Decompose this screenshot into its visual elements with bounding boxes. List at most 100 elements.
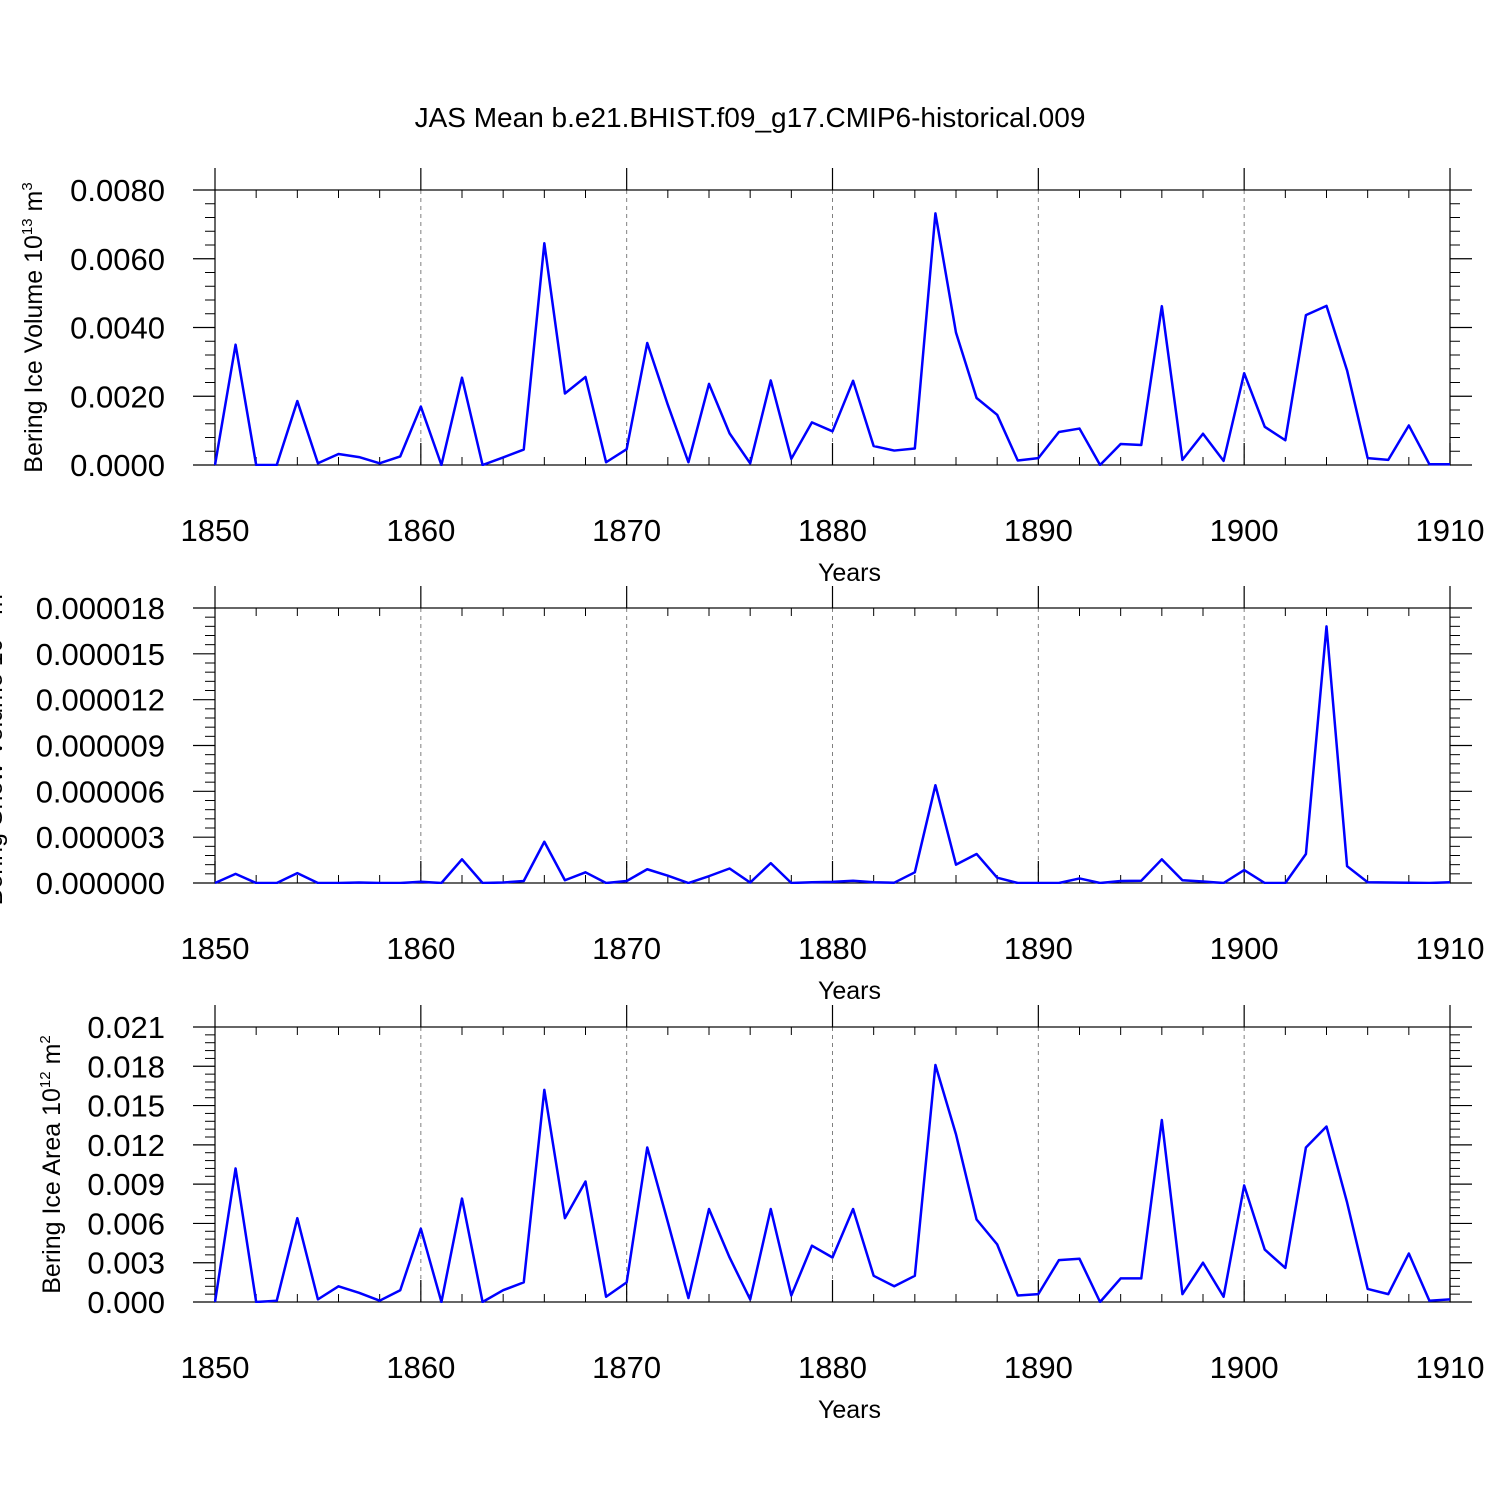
y-tick-label: 0.000 — [87, 1285, 165, 1320]
data-point — [831, 880, 835, 884]
data-point — [1386, 881, 1390, 885]
data-point — [748, 1297, 752, 1301]
data-point — [728, 1255, 732, 1259]
data-point — [686, 460, 690, 464]
data-point — [460, 857, 464, 861]
data-point — [275, 1299, 279, 1303]
data-point — [1242, 1183, 1246, 1187]
data-point — [913, 447, 917, 451]
data-point — [1448, 880, 1452, 884]
y-tick-label: 0.0060 — [70, 242, 165, 277]
data-point — [933, 783, 937, 787]
y-tick-label: 0.000018 — [36, 591, 165, 626]
data-point — [872, 1274, 876, 1278]
data-point — [439, 881, 443, 885]
data-point — [522, 879, 526, 883]
y-tick-label: 0.0080 — [70, 173, 165, 208]
data-point — [419, 1227, 423, 1231]
data-point — [707, 1207, 711, 1211]
x-tick-label: 1890 — [1004, 1350, 1073, 1385]
data-point — [1386, 458, 1390, 462]
y-tick-label: 0.021 — [87, 1010, 165, 1045]
data-point — [1325, 304, 1329, 308]
data-point — [1304, 313, 1308, 317]
data-point — [522, 1280, 526, 1284]
data-point — [810, 880, 814, 884]
x-tick-label: 1880 — [798, 1350, 867, 1385]
y-tick-label: 0.003 — [87, 1246, 165, 1281]
data-point — [1427, 881, 1431, 885]
data-point — [1304, 1145, 1308, 1149]
data-point — [707, 874, 711, 878]
data-point — [254, 881, 258, 885]
data-point — [1160, 304, 1164, 308]
data-point — [584, 375, 588, 379]
data-point — [398, 454, 402, 458]
data-point — [481, 463, 485, 467]
data-point — [337, 881, 341, 885]
data-point — [666, 403, 670, 407]
data-point — [398, 1288, 402, 1292]
x-tick-label: 1860 — [386, 1350, 455, 1385]
data-point — [625, 447, 629, 451]
x-axis-label: Years — [818, 977, 881, 1005]
series-line-snow-volume — [214, 625, 1451, 884]
data-point — [1057, 1258, 1061, 1262]
data-point — [295, 871, 299, 875]
data-point — [1222, 881, 1226, 885]
y-axis-label: Bering Ice Volume 1013 m3 — [19, 182, 48, 472]
data-point — [419, 405, 423, 409]
data-point — [398, 881, 402, 885]
x-tick-label: 1910 — [1416, 931, 1485, 966]
x-tick-label: 1850 — [181, 1350, 250, 1385]
data-point — [1098, 463, 1102, 467]
data-point — [481, 881, 485, 885]
y-tick-label: 0.000000 — [36, 866, 165, 901]
data-point — [666, 1220, 670, 1224]
data-point — [789, 457, 793, 461]
data-point — [460, 1197, 464, 1201]
data-point — [1036, 1292, 1040, 1296]
data-point — [337, 452, 341, 456]
data-point — [1448, 1297, 1452, 1301]
data-point — [563, 1216, 567, 1220]
data-point — [872, 444, 876, 448]
data-point — [892, 881, 896, 885]
data-point — [1427, 1299, 1431, 1303]
data-point — [501, 881, 505, 885]
y-tick-label: 0.000012 — [36, 683, 165, 718]
data-point — [604, 881, 608, 885]
y-tick-label: 0.018 — [87, 1049, 165, 1084]
data-point — [686, 1296, 690, 1300]
data-point — [316, 1297, 320, 1301]
x-tick-label: 1910 — [1416, 513, 1485, 548]
data-point — [1160, 1118, 1164, 1122]
x-tick-label: 1900 — [1210, 1350, 1279, 1385]
data-point — [892, 449, 896, 453]
data-point — [1345, 368, 1349, 372]
data-point — [1057, 430, 1061, 434]
x-tick-label: 1900 — [1210, 513, 1279, 548]
data-point — [1016, 881, 1020, 885]
x-axis-label: Years — [818, 1396, 881, 1424]
data-point — [1201, 432, 1205, 436]
data-point — [933, 211, 937, 215]
data-point — [378, 1299, 382, 1303]
x-tick-label: 1860 — [386, 931, 455, 966]
y-tick-label: 0.000006 — [36, 774, 165, 809]
data-point — [1283, 1266, 1287, 1270]
data-point — [666, 874, 670, 878]
data-point — [1345, 864, 1349, 868]
data-point — [645, 1145, 649, 1149]
data-point — [357, 455, 361, 459]
data-point — [975, 852, 979, 856]
data-point — [1222, 1295, 1226, 1299]
data-point — [789, 1293, 793, 1297]
data-point — [1078, 1257, 1082, 1261]
data-point — [378, 461, 382, 465]
data-point — [213, 463, 217, 467]
data-point — [1119, 442, 1123, 446]
data-point — [460, 376, 464, 380]
data-point — [1407, 423, 1411, 427]
data-point — [419, 880, 423, 884]
